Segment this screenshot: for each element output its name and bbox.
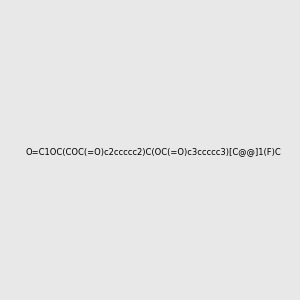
Text: O=C1OC(COC(=O)c2ccccc2)C(OC(=O)c3ccccc3)[C@@]1(F)C: O=C1OC(COC(=O)c2ccccc2)C(OC(=O)c3ccccc3)… [26, 147, 282, 156]
